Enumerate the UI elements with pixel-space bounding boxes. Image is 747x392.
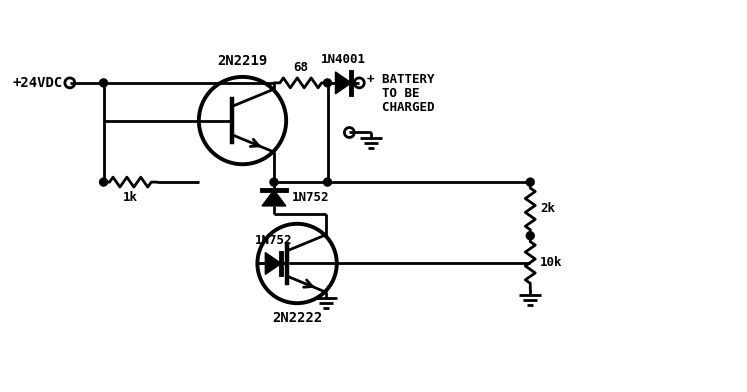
Polygon shape xyxy=(335,72,351,94)
Text: +24VDC: +24VDC xyxy=(13,76,63,90)
Text: 1k: 1k xyxy=(123,191,138,204)
Circle shape xyxy=(99,178,108,186)
Text: + BATTERY: + BATTERY xyxy=(368,73,435,86)
Circle shape xyxy=(527,178,534,186)
Circle shape xyxy=(99,79,108,87)
Text: 10k: 10k xyxy=(540,256,562,269)
Text: 2k: 2k xyxy=(540,202,555,215)
Text: 2N2219: 2N2219 xyxy=(217,54,267,68)
Text: 68: 68 xyxy=(294,61,309,74)
Text: 1N4001: 1N4001 xyxy=(321,53,366,66)
Text: 1N752: 1N752 xyxy=(292,191,329,205)
Text: CHARGED: CHARGED xyxy=(368,101,435,114)
Text: TO BE: TO BE xyxy=(368,87,420,100)
Text: 2N2222: 2N2222 xyxy=(272,311,322,325)
Circle shape xyxy=(323,79,332,87)
Circle shape xyxy=(323,178,332,186)
Polygon shape xyxy=(265,252,281,274)
Text: 1N752: 1N752 xyxy=(255,234,292,247)
Circle shape xyxy=(527,232,534,240)
Circle shape xyxy=(270,178,278,186)
Polygon shape xyxy=(262,190,286,206)
